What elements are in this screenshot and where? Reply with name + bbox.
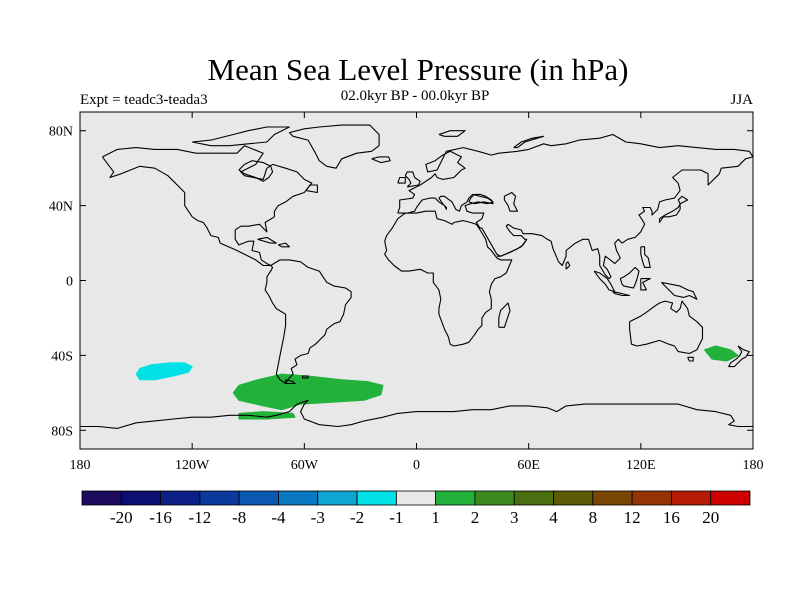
- colorbar-swatch: [631, 490, 672, 506]
- uk-coast: [404, 171, 421, 188]
- coastlines: [80, 124, 754, 429]
- x-tick-label: 180: [70, 458, 91, 473]
- colorbar-label: 3: [510, 508, 519, 527]
- colorbar-label: 12: [624, 508, 641, 527]
- colorbar-swatch: [395, 490, 437, 506]
- colorbar-swatch: [81, 490, 122, 506]
- caspian-sea-coast: [503, 191, 519, 212]
- colorbar-label: -3: [311, 508, 325, 527]
- x-tick-label: 120W: [175, 458, 210, 473]
- black-sea-coast: [468, 193, 494, 205]
- greenland-coast: [288, 124, 380, 169]
- green-anomaly-south-atlantic: [232, 373, 384, 411]
- colorbar-swatch: [710, 490, 751, 506]
- java-coast: [612, 291, 631, 297]
- colorbar-swatch: [199, 490, 240, 506]
- borneo-coast: [619, 266, 640, 289]
- y-tick-label: 80S: [51, 424, 73, 439]
- japan-coast: [658, 195, 689, 223]
- y-tick-label: 40N: [49, 200, 73, 215]
- colorbar-label: 4: [549, 508, 558, 527]
- colorbar-label: -4: [271, 508, 286, 527]
- africa-coast: [384, 210, 513, 347]
- x-tick-label: 120E: [626, 458, 656, 473]
- colorbar-label: 1: [431, 508, 440, 527]
- time-period-label: 02.0kyr BP - 00.0kyr BP: [340, 88, 490, 104]
- green-anomaly-tasman: [703, 345, 739, 362]
- colorbar-swatch: [238, 490, 279, 506]
- colorbar-label: -8: [232, 508, 246, 527]
- colorbar: -20 -16 -12 -8 -4 -3 -2 -1 1 2 3 4 8 12 16 20: [81, 490, 751, 527]
- hispaniola-coast: [277, 242, 290, 248]
- sulawesi-coast: [640, 278, 651, 291]
- north-america-coast: [101, 145, 313, 267]
- new-zealand-coast: [728, 345, 750, 368]
- colorbar-swatch: [120, 490, 161, 506]
- philippines-coast: [640, 246, 651, 268]
- iceland-coast: [371, 156, 391, 164]
- x-tick-label: 60E: [517, 458, 540, 473]
- experiment-label: Expt = teadc3-teada3: [80, 92, 208, 108]
- novaya-zemlya-coast: [513, 135, 545, 149]
- y-tick-label: 80N: [49, 125, 73, 140]
- colorbar-label: -16: [149, 508, 172, 527]
- colorbar-label: 8: [589, 508, 598, 527]
- colorbar-label: -12: [189, 508, 212, 527]
- x-tick-label: 60W: [291, 458, 319, 473]
- arabia-red-sea-coast: [496, 238, 528, 257]
- tasmania-coast: [687, 356, 694, 362]
- australia-coast: [629, 300, 704, 355]
- cyan-anomaly-south-pacific: [135, 362, 193, 381]
- newfoundland-coast: [305, 184, 318, 194]
- chart-title: Mean Sea Level Pressure (in hPa): [207, 52, 629, 87]
- colorbar-swatch: [317, 490, 358, 506]
- colorbar-label: 20: [702, 508, 719, 527]
- colorbar-swatch: [160, 490, 201, 506]
- hudson-bay-coast: [238, 160, 274, 182]
- colorbar-swatch: [671, 490, 712, 506]
- colorbar-label: -20: [110, 508, 133, 527]
- colorbar-label: 16: [663, 508, 680, 527]
- colorbar-swatch: [513, 490, 554, 506]
- tierra-del-fuego-coast: [285, 379, 296, 385]
- south-america-coast: [264, 259, 352, 385]
- svalbard-coast: [438, 130, 466, 137]
- x-axis: 180 120W 60W 0 60E 120E 180: [70, 112, 764, 473]
- madagascar-coast: [498, 302, 511, 328]
- colorbar-swatch: [356, 490, 397, 506]
- cuba-coast: [257, 236, 277, 244]
- colorbar-swatch: [474, 490, 515, 506]
- colorbar-label: 2: [471, 508, 480, 527]
- y-axis: 80N 40N 0 40S 80S: [49, 125, 753, 439]
- y-tick-label: 40S: [51, 349, 73, 364]
- colorbar-swatch: [278, 490, 319, 506]
- ireland-coast: [397, 176, 406, 184]
- colorbar-swatch: [435, 490, 476, 506]
- colorbar-swatch: [592, 490, 633, 506]
- map-background: [80, 112, 753, 449]
- colorbar-label: -2: [350, 508, 364, 527]
- sri-lanka-coast: [565, 261, 571, 270]
- falklands-coast: [301, 375, 309, 379]
- new-guinea-coast: [661, 281, 698, 300]
- canada-arctic-islands: [192, 126, 290, 147]
- x-tick-label: 0: [413, 458, 420, 473]
- colorbar-swatch: [553, 490, 594, 506]
- colorbar-label: -1: [389, 508, 403, 527]
- season-label: JJA: [730, 92, 753, 108]
- x-tick-label: 180: [743, 458, 764, 473]
- y-tick-label: 0: [66, 275, 73, 290]
- antarctica-coast: [80, 399, 753, 429]
